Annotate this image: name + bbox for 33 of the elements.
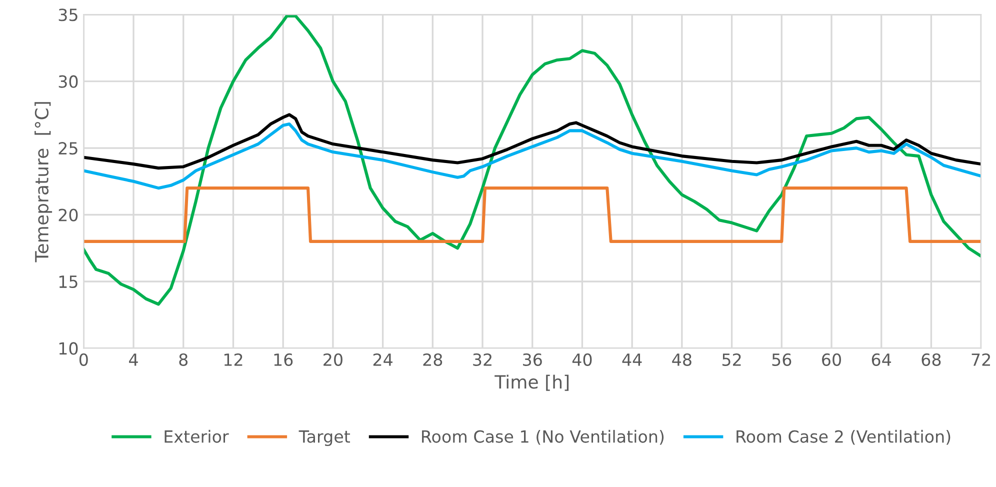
legend-label: Room Case 1 (No Ventilation)	[422, 430, 664, 445]
x-tick-label: 68	[922, 353, 941, 366]
legend-label: Exterior	[164, 430, 229, 443]
x-tick-label: 8	[179, 353, 188, 366]
x-tick-label: 72	[972, 353, 990, 366]
x-tick-label: 52	[722, 353, 741, 366]
y-tick-label: 35	[58, 8, 78, 22]
y-tick-label: 10	[59, 342, 78, 355]
x-tick-label: 36	[523, 353, 542, 366]
x-tick-label: 24	[373, 353, 392, 366]
x-tick-label: 20	[324, 353, 342, 366]
x-tick-label: 44	[622, 354, 642, 366]
x-tick-label: 48	[672, 353, 692, 366]
line-series	[84, 122, 982, 190]
x-tick-label: 56	[772, 353, 792, 366]
y-tick-label: 25	[58, 142, 78, 155]
legend-label: Target	[298, 430, 350, 446]
y-tick-label: 20	[58, 208, 78, 222]
y-tick-label: 15	[59, 276, 78, 288]
y-tick-label: 30	[58, 75, 78, 88]
x-tick-label: 64	[872, 353, 892, 366]
x-tick-label: 32	[473, 353, 492, 366]
x-tick-label: 4	[129, 354, 138, 366]
x-tick-label: 16	[274, 353, 293, 366]
x-tick-label: 0	[79, 353, 88, 366]
x-tick-label: 40	[572, 353, 592, 366]
x-axis-title: Time [h]	[494, 374, 569, 391]
x-tick-label: 28	[423, 353, 442, 366]
y-axis-title: Temeprature [°C]	[34, 102, 52, 262]
line-series	[84, 113, 982, 170]
legend-label: Room Case 2 (Ventilation)	[736, 430, 950, 445]
x-tick-label: 60	[822, 353, 841, 366]
x-tick-label: 12	[224, 353, 242, 366]
